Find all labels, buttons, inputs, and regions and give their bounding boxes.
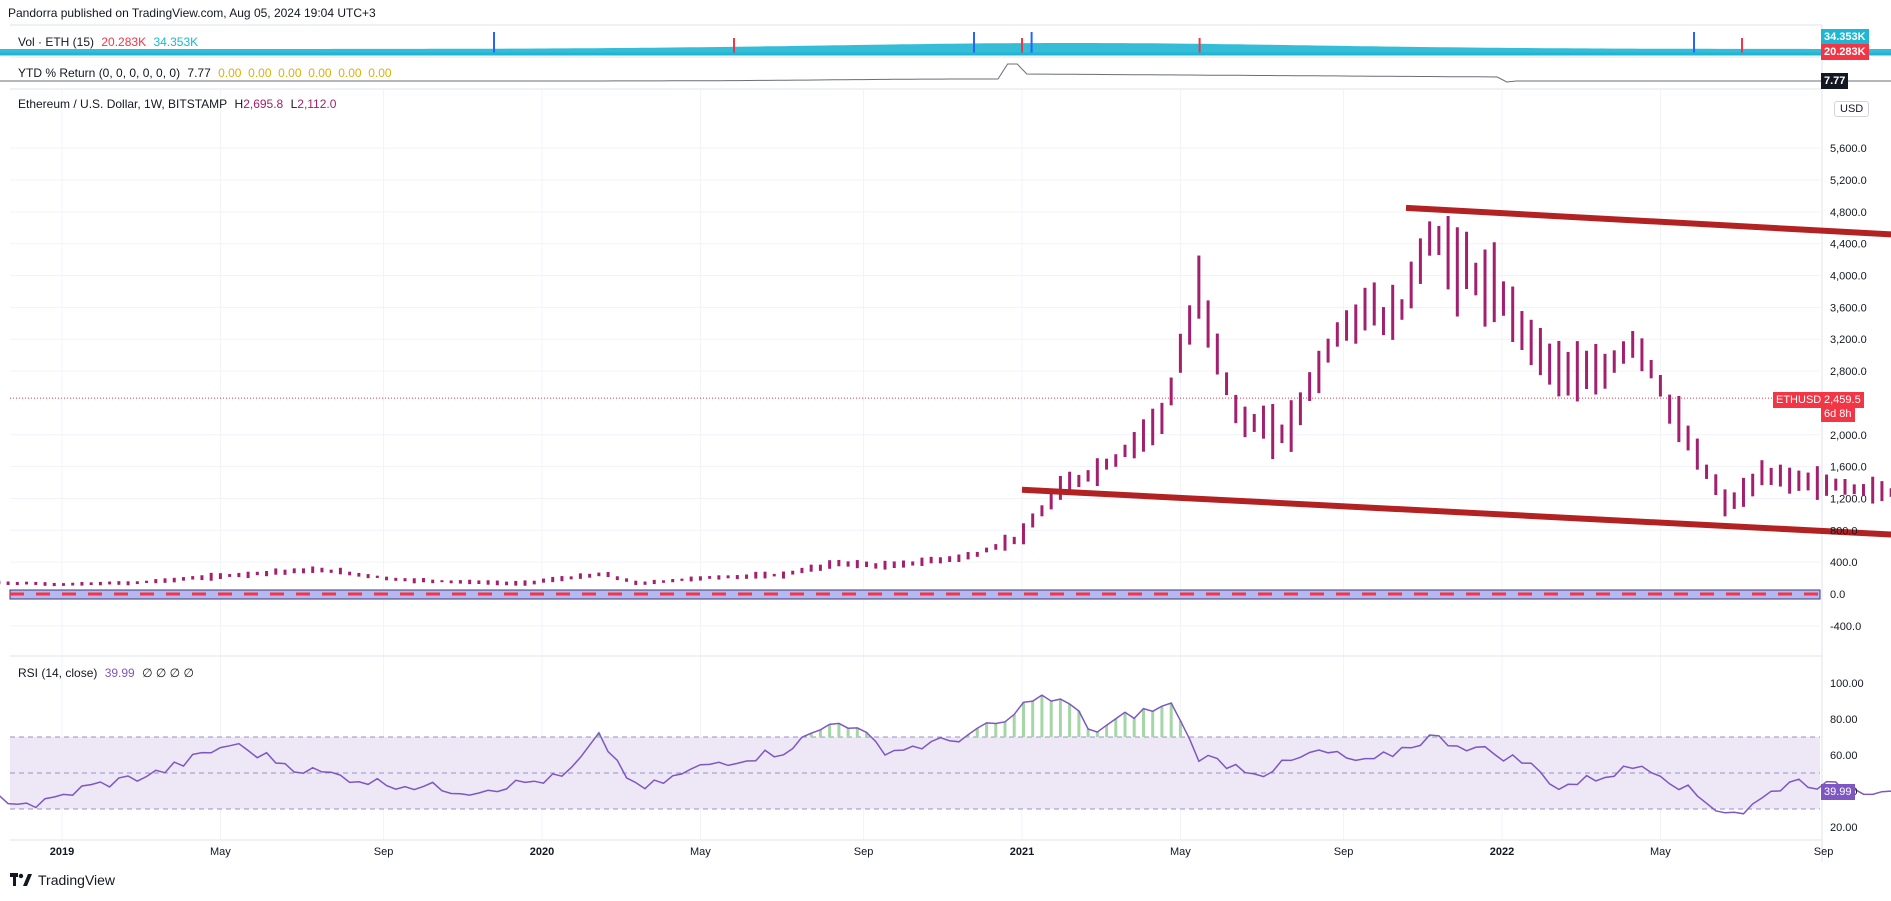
ytd-return-line <box>0 63 1891 83</box>
currency-button[interactable]: USD <box>1834 101 1870 117</box>
rsi-legend-value: 39.99 <box>104 666 135 680</box>
symbol-description: Ethereum / U.S. Dollar, 1W, BITSTAMP <box>18 97 228 111</box>
low-label: L <box>290 97 298 111</box>
price-axis-tick-label: 1,600.0 <box>1830 462 1867 474</box>
price-axis-tick-label: -400.0 <box>1830 621 1861 633</box>
channel-upper-trendline <box>1405 204 1891 238</box>
price-legend[interactable]: Ethereum / U.S. Dollar, 1W, BITSTAMP H2,… <box>18 97 340 111</box>
high-label: H <box>234 97 244 111</box>
low-value: 2,112.0 <box>297 97 337 111</box>
volume-legend-name: Vol · ETH (15) <box>18 35 95 49</box>
channel-lower-trendline <box>1021 486 1891 538</box>
ytd-legend[interactable]: YTD % Return (0, 0, 0, 0, 0, 0) 7.77 0.0… <box>18 66 396 80</box>
time-axis-tick-label: May <box>1170 846 1191 858</box>
ytd-legend-value: 7.77 <box>187 66 211 80</box>
price-bars <box>0 216 1891 587</box>
price-axis-tick-label: 800.0 <box>1830 525 1858 537</box>
rsi-axis-tick-label: 60.00 <box>1830 750 1858 762</box>
last-price-tag: 2,459.5 <box>1821 392 1864 408</box>
price-axis-tick-label: 4,800.0 <box>1830 207 1867 219</box>
volume-buy-badge: 34.353K <box>1821 29 1869 45</box>
ytd-value-badge: 7.77 <box>1821 73 1849 89</box>
price-axis-tick-label: 4,000.0 <box>1830 271 1867 283</box>
time-axis-tick-label: Sep <box>374 846 394 858</box>
price-axis-tick-label: 2,800.0 <box>1830 366 1867 378</box>
rsi-value-badge: 39.99 <box>1821 784 1855 800</box>
rsi-axis-tick-label: 100.00 <box>1830 678 1864 690</box>
volume-legend[interactable]: Vol · ETH (15) 20.283K 34.353K <box>18 35 202 49</box>
volume-area <box>0 43 1891 54</box>
time-axis-tick-label: 2022 <box>1490 846 1514 858</box>
price-axis-tick-label: 4,400.0 <box>1830 239 1867 251</box>
high-value: 2,695.8 <box>243 97 284 111</box>
time-axis-tick-label: May <box>690 846 711 858</box>
price-axis-tick-label: 2,000.0 <box>1830 430 1867 442</box>
rsi-legend-name: RSI (14, close) <box>18 666 98 680</box>
time-axis-tick-label: Sep <box>854 846 874 858</box>
tradingview-logo-icon <box>10 873 32 887</box>
time-axis-tick-label: 2019 <box>50 846 74 858</box>
volume-legend-value-sell: 20.283K <box>101 35 147 49</box>
publisher-header: Pandorra published on TradingView.com, A… <box>8 6 376 20</box>
watermark-text: TradingView <box>38 872 116 888</box>
rsi-overbought-fill <box>597 695 1441 737</box>
price-axis-tick-label: 3,600.0 <box>1830 302 1867 314</box>
price-axis-tick-label: 5,600.0 <box>1830 143 1867 155</box>
price-axis-tick-label: 5,200.0 <box>1830 175 1867 187</box>
bar-countdown: 6d 8h <box>1821 406 1855 422</box>
grid-lines <box>10 90 1820 840</box>
ytd-legend-name: YTD % Return (0, 0, 0, 0, 0, 0) <box>18 66 181 80</box>
rsi-axis-tick-label: 80.00 <box>1830 714 1858 726</box>
time-axis-tick-label: 2021 <box>1010 846 1034 858</box>
tradingview-watermark[interactable]: TradingView <box>10 872 115 888</box>
ytd-legend-zeros: 0.00 0.00 0.00 0.00 0.00 0.00 <box>218 66 392 80</box>
rsi-line <box>0 694 1891 815</box>
time-axis-tick-label: May <box>210 846 231 858</box>
volume-sell-badge: 20.283K <box>1821 44 1869 60</box>
time-axis-tick-label: Sep <box>1334 846 1354 858</box>
price-axis-tick-label: 0.0 <box>1830 589 1845 601</box>
price-axis-tick-label: 3,200.0 <box>1830 334 1867 346</box>
symbol-tag: ETHUSD <box>1773 392 1825 408</box>
volume-legend-value-buy: 34.353K <box>153 35 199 49</box>
rsi-legend[interactable]: RSI (14, close) 39.99 ∅ ∅ ∅ ∅ <box>18 666 198 680</box>
time-axis-tick-label: May <box>1650 846 1671 858</box>
price-axis-tick-label: 1,200.0 <box>1830 493 1867 505</box>
rsi-legend-extras: ∅ ∅ ∅ ∅ <box>142 666 194 680</box>
rsi-axis-tick-label: 20.00 <box>1830 822 1858 834</box>
time-axis-tick-label: Sep <box>1814 846 1834 858</box>
price-axis-tick-label: 400.0 <box>1830 557 1858 569</box>
time-axis-tick-label: 2020 <box>530 846 554 858</box>
